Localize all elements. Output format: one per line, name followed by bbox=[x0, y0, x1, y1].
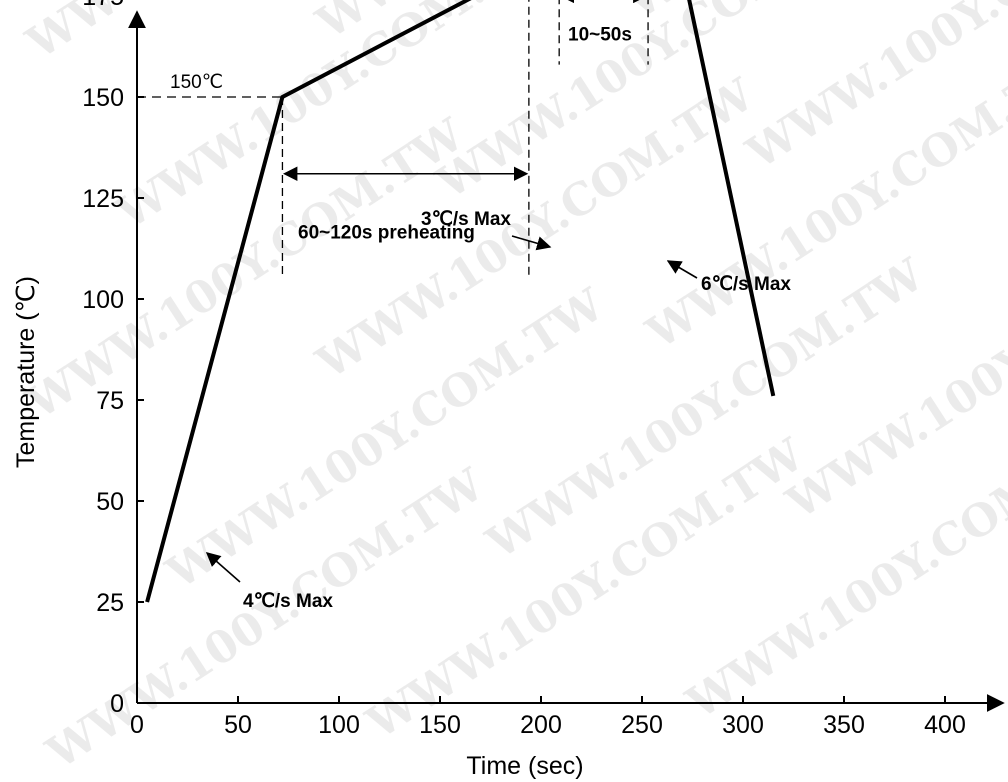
x-tick-label: 250 bbox=[621, 711, 663, 739]
axis-labels: Time (sec) Temperature (℃) bbox=[12, 276, 584, 780]
x-tick-label: 0 bbox=[130, 711, 144, 739]
annotation-leader bbox=[666, 260, 698, 279]
span-label: 60~120s preheating bbox=[298, 222, 475, 243]
watermark-layer: WWW.100Y.COM.TWWWW.100Y.COM.TWWWW.100Y.C… bbox=[17, 0, 1008, 780]
x-tick-label: 350 bbox=[823, 711, 865, 739]
x-tick-label: 50 bbox=[224, 711, 252, 739]
annotation-label: 6℃/s Max bbox=[701, 274, 791, 295]
span-label: 10~50s bbox=[568, 24, 632, 45]
x-tick-label: 150 bbox=[419, 711, 461, 739]
reference-lines: 150℃180℃220℃255℃ bbox=[137, 72, 283, 98]
annotation-label: 3℃/s Max bbox=[421, 209, 511, 230]
annotation-label: 4℃/s Max bbox=[243, 591, 333, 612]
x-tick-label: 400 bbox=[924, 711, 966, 739]
x-axis-label: Time (sec) bbox=[466, 752, 583, 780]
x-tick-label: 200 bbox=[520, 711, 562, 739]
reference-line-label: 150℃ bbox=[170, 72, 223, 93]
x-tick-label: 300 bbox=[722, 711, 764, 739]
y-tick-label: 0 bbox=[110, 690, 124, 718]
y-tick-label: 100 bbox=[82, 286, 124, 314]
profile-series-line bbox=[145, 0, 776, 603]
y-tick-label: 150 bbox=[82, 84, 124, 112]
annotation-leader bbox=[205, 552, 241, 583]
y-tick-label: 175 bbox=[82, 0, 124, 11]
y-tick-label: 50 bbox=[96, 488, 124, 516]
series-layer bbox=[145, 0, 776, 603]
y-tick-label: 75 bbox=[96, 387, 124, 415]
x-tick-label: 100 bbox=[318, 711, 360, 739]
y-axis-label: Temperature (℃) bbox=[12, 276, 40, 468]
y-tick-label: 25 bbox=[96, 589, 124, 617]
annotation-layer: 4℃/s Max 3℃/s Max 6℃/s Max bbox=[205, 209, 791, 612]
y-tick-label: 125 bbox=[82, 185, 124, 213]
axes: 0 50 100 150 200 250 300 350 400 0 25 50 75 100 125 150… bbox=[82, 0, 1005, 739]
annotation-leader bbox=[511, 235, 552, 251]
